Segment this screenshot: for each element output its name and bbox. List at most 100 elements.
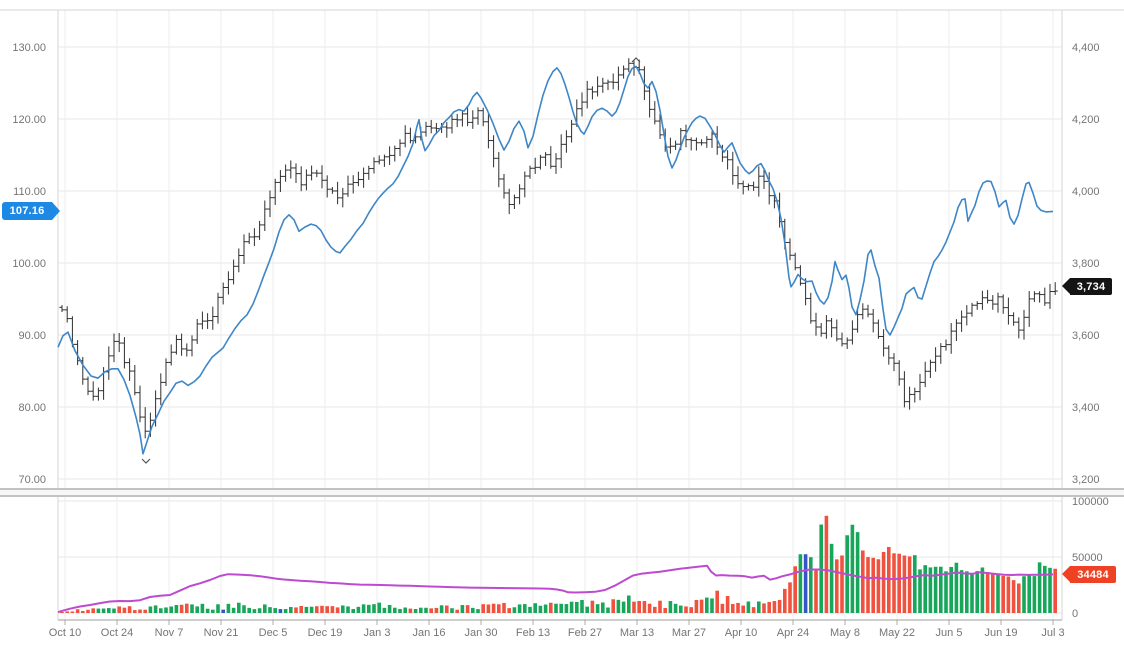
x-axis-tick-label: Nov 7 — [155, 627, 184, 639]
volume-bar — [757, 601, 761, 613]
volume-bar — [346, 606, 350, 613]
volume-bar — [850, 524, 855, 613]
volume-bar — [70, 611, 75, 613]
volume-bar — [975, 571, 979, 613]
volume-bar — [268, 607, 272, 613]
volume-bar — [523, 604, 527, 613]
y-axis-tick-label-left: 130.00 — [12, 42, 46, 54]
volume-bar — [715, 590, 719, 613]
volume-bar — [299, 605, 303, 613]
volume-bar — [798, 554, 803, 613]
volume-bar — [647, 603, 652, 613]
volume-bar — [153, 605, 158, 613]
volume-bar — [169, 606, 173, 613]
volume-tick-label: 100000 — [1072, 496, 1109, 508]
x-axis-tick-label: Jun 19 — [984, 627, 1017, 639]
volume-bar — [112, 608, 116, 613]
volume-bar — [543, 604, 548, 613]
volume-bar — [96, 608, 101, 613]
volume-bar — [517, 604, 522, 613]
volume-bar — [689, 607, 693, 613]
volume-bar — [1017, 583, 1021, 613]
y-axis-tick-label-right: 4,400 — [1072, 42, 1100, 54]
volume-bar — [320, 605, 324, 613]
volume-bar — [632, 601, 636, 613]
volume-bar — [866, 557, 870, 613]
y-axis-tick-label-right: 3,600 — [1072, 330, 1100, 342]
volume-bar — [876, 559, 881, 613]
volume-bar — [309, 606, 314, 613]
volume-bar — [907, 556, 912, 613]
volume-bar — [673, 603, 678, 613]
volume-bar — [933, 566, 938, 613]
x-axis-tick-label: Apr 10 — [725, 627, 757, 639]
volume-bar — [252, 609, 257, 613]
volume-bar — [803, 554, 808, 613]
volume-bar — [954, 562, 959, 613]
volume-bar — [549, 602, 553, 613]
volume-bar — [892, 553, 896, 613]
volume-bar — [767, 601, 771, 613]
volume-bar — [788, 582, 792, 613]
x-axis-tick-label: Oct 24 — [101, 627, 133, 639]
price-line — [57, 65, 1054, 455]
volume-bar — [75, 609, 80, 613]
x-axis-tick-label: Mar 27 — [672, 627, 706, 639]
volume-bar — [699, 599, 704, 613]
volume-tick-label: 0 — [1072, 608, 1078, 620]
volume-bar — [1011, 580, 1016, 613]
volume-bar — [777, 599, 782, 613]
volume-bar — [361, 604, 366, 613]
volume-bar — [159, 608, 163, 613]
x-axis-tick-label: Apr 24 — [777, 627, 809, 639]
volume-bar — [486, 604, 491, 613]
volume-bar — [294, 607, 298, 613]
volume-bar — [746, 601, 751, 613]
volume-bar — [980, 567, 985, 613]
volume-bar — [855, 532, 860, 613]
volume-bar — [450, 608, 454, 613]
x-axis-tick-label: May 8 — [830, 627, 860, 639]
volume-bar — [216, 604, 220, 613]
volume-bar — [237, 602, 241, 613]
volume-bar — [465, 605, 470, 613]
volume-bar — [1027, 574, 1031, 613]
price-axis-badge: 107.16 — [2, 202, 60, 220]
volume-bar — [569, 601, 574, 613]
volume-bar — [970, 573, 974, 613]
volume-bar — [507, 608, 511, 613]
volume-bar — [1048, 567, 1052, 613]
volume-tick-label: 50000 — [1072, 552, 1103, 564]
volume-bar — [1053, 568, 1057, 613]
volume-bar — [122, 607, 127, 613]
volume-series — [60, 515, 1057, 613]
volume-bar — [263, 604, 267, 613]
volume-bar — [356, 606, 361, 613]
x-axis-tick-label: Dec 19 — [308, 627, 343, 639]
y-axis-tick-label-right: 4,200 — [1072, 114, 1100, 126]
y-axis-tick-label-left: 80.00 — [18, 402, 46, 414]
y-axis-tick-label-left: 90.00 — [18, 330, 46, 342]
volume-bar — [913, 555, 917, 613]
x-axis-tick-label: Jan 16 — [412, 627, 445, 639]
volume-bar — [1001, 575, 1005, 613]
volume-bar — [148, 606, 153, 613]
volume-bar — [829, 543, 834, 613]
high-marker — [631, 57, 641, 63]
volume-bar — [720, 603, 725, 613]
volume-bar — [835, 559, 839, 613]
x-axis-tick-label: Jan 30 — [464, 627, 497, 639]
volume-bar — [107, 608, 111, 613]
volume-bar — [382, 607, 387, 613]
volume-bar — [460, 605, 465, 613]
volume-bar — [736, 602, 740, 613]
volume-bar — [398, 608, 402, 613]
volume-bar — [481, 604, 485, 613]
panel-divider[interactable] — [0, 489, 1124, 496]
volume-bar — [185, 603, 189, 613]
volume-bar — [491, 603, 496, 613]
volume-bar — [627, 595, 631, 613]
volume-bar — [559, 603, 563, 613]
volume-bar — [590, 600, 595, 613]
